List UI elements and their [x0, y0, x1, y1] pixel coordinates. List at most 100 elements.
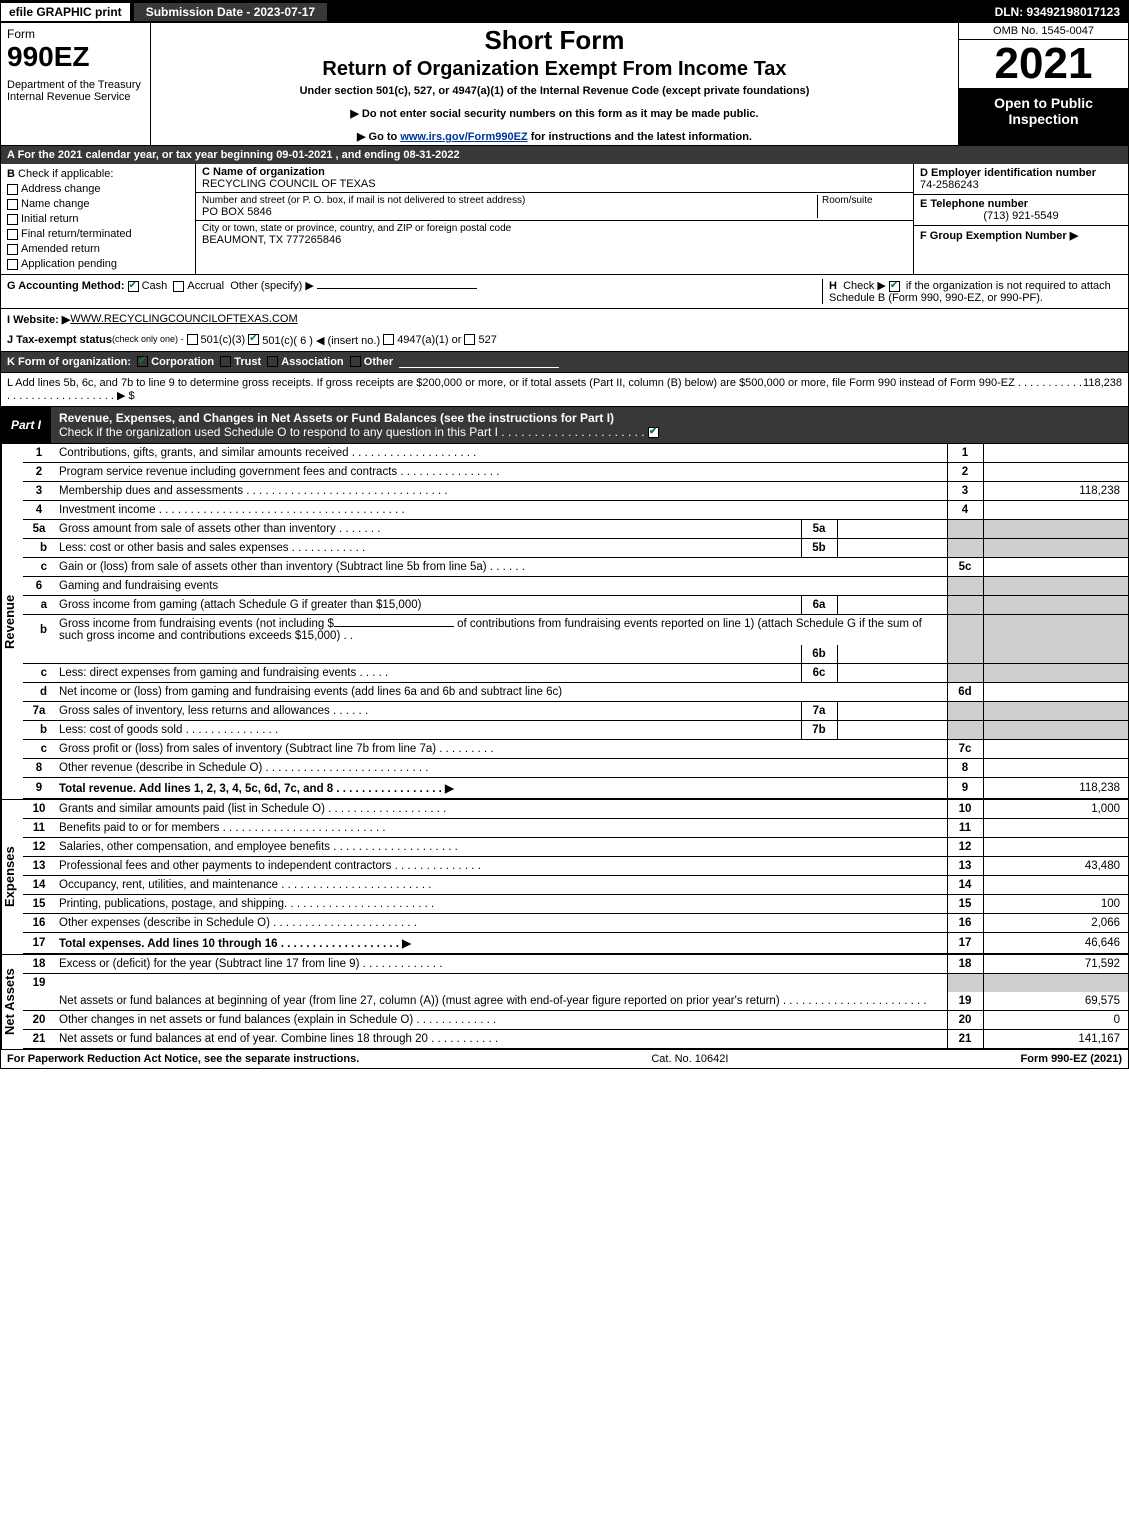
checkbox-icon[interactable] — [7, 259, 18, 270]
line-8: 8Other revenue (describe in Schedule O) … — [23, 759, 1128, 778]
l-amount: 118,238 — [1083, 377, 1122, 402]
checkbox-h[interactable] — [889, 281, 900, 292]
sections-d-e-f: D Employer identification number 74-2586… — [913, 164, 1128, 274]
checkbox-501c[interactable] — [248, 334, 259, 345]
checkbox-trust[interactable] — [220, 356, 231, 367]
line-7c: cGross profit or (loss) from sales of in… — [23, 740, 1128, 759]
warn2-pre: ▶ Go to — [357, 131, 400, 143]
checkbox-assoc[interactable] — [267, 356, 278, 367]
checkbox-icon[interactable] — [7, 184, 18, 195]
line-6d: dNet income or (loss) from gaming and fu… — [23, 683, 1128, 702]
line-6a: aGross income from gaming (attach Schedu… — [23, 596, 1128, 615]
line-18: 18Excess or (deficit) for the year (Subt… — [23, 955, 1128, 974]
checkbox-schedule-o[interactable] — [648, 427, 659, 438]
title-return: Return of Organization Exempt From Incom… — [159, 58, 950, 81]
checkbox-4947[interactable] — [383, 334, 394, 345]
part1-label: Part I — [1, 414, 51, 436]
j-note: (check only one) - — [112, 334, 184, 347]
expenses-section: Expenses 10Grants and similar amounts pa… — [1, 799, 1128, 954]
line-13: 13Professional fees and other payments t… — [23, 857, 1128, 876]
line-12: 12Salaries, other compensation, and empl… — [23, 838, 1128, 857]
warn2-post: for instructions and the latest informat… — [528, 131, 752, 143]
j-label: J Tax-exempt status — [7, 334, 112, 347]
opt-address-change: Address change — [7, 183, 189, 195]
side-revenue: Revenue — [1, 444, 23, 799]
checkbox-accrual[interactable] — [173, 281, 184, 292]
c-name-label: C Name of organization — [202, 166, 907, 178]
checkbox-icon[interactable] — [7, 214, 18, 225]
line-9: 9Total revenue. Add lines 1, 2, 3, 4, 5c… — [23, 778, 1128, 799]
tax-year: 2021 — [959, 40, 1128, 89]
line-6b-box: 6b — [23, 645, 1128, 664]
line-5c: cGain or (loss) from sale of assets othe… — [23, 558, 1128, 577]
warn-ssn: ▶ Do not enter social security numbers o… — [159, 107, 950, 120]
ein-value: 74-2586243 — [920, 179, 1122, 191]
header-left: Form 990EZ Department of the Treasury In… — [1, 23, 151, 145]
row-k: K Form of organization: Corporation Trus… — [1, 352, 1128, 373]
header-row: Form 990EZ Department of the Treasury In… — [1, 23, 1128, 146]
checkbox-527[interactable] — [464, 334, 475, 345]
ein-label: D Employer identification number — [920, 167, 1122, 179]
section-b: B Check if applicable: Address change Na… — [1, 164, 196, 274]
i-label: I Website: ▶ — [7, 313, 70, 326]
line-11: 11Benefits paid to or for members . . . … — [23, 819, 1128, 838]
room-label: Room/suite — [822, 195, 907, 206]
street-value: PO BOX 5846 — [202, 206, 817, 218]
grp-label: F Group Exemption Number ▶ — [920, 229, 1122, 242]
section-g: G Accounting Method: Cash Accrual Other … — [7, 279, 822, 304]
city-block: City or town, state or province, country… — [196, 221, 913, 248]
line-16: 16Other expenses (describe in Schedule O… — [23, 914, 1128, 933]
section-c: C Name of organization RECYCLING COUNCIL… — [196, 164, 913, 274]
line-6b: bGross income from fundraising events (n… — [23, 615, 1128, 646]
title-short-form: Short Form — [159, 25, 950, 56]
line-17: 17Total expenses. Add lines 10 through 1… — [23, 933, 1128, 954]
line-5b: bLess: cost or other basis and sales exp… — [23, 539, 1128, 558]
part1-title: Revenue, Expenses, and Changes in Net As… — [51, 407, 1128, 443]
netassets-table: 18Excess or (deficit) for the year (Subt… — [23, 955, 1128, 1049]
b-label: B — [7, 168, 15, 180]
tel-label: E Telephone number — [920, 198, 1122, 210]
opt-name-change: Name change — [7, 198, 189, 210]
expenses-table: 10Grants and similar amounts paid (list … — [23, 800, 1128, 954]
line-21: 21Net assets or fund balances at end of … — [23, 1030, 1128, 1049]
footer-right: Form 990-EZ (2021) — [1021, 1053, 1123, 1065]
section-a-bar: A For the 2021 calendar year, or tax yea… — [1, 146, 1128, 164]
checkbox-icon[interactable] — [7, 199, 18, 210]
opt-initial-return: Initial return — [7, 213, 189, 225]
line-3: 3Membership dues and assessments . . . .… — [23, 482, 1128, 501]
line-19-a: 19 — [23, 974, 1128, 993]
org-name: RECYCLING COUNCIL OF TEXAS — [202, 178, 907, 190]
checkbox-501c3[interactable] — [187, 334, 198, 345]
checkbox-other-org[interactable] — [350, 356, 361, 367]
line-15: 15Printing, publications, postage, and s… — [23, 895, 1128, 914]
footer-left: For Paperwork Reduction Act Notice, see … — [7, 1053, 359, 1065]
revenue-table: 1Contributions, gifts, grants, and simil… — [23, 444, 1128, 799]
warn-link: ▶ Go to www.irs.gov/Form990EZ for instru… — [159, 130, 950, 143]
line-7b: bLess: cost of goods sold . . . . . . . … — [23, 721, 1128, 740]
checkbox-cash[interactable] — [128, 281, 139, 292]
group-exemption-block: F Group Exemption Number ▶ — [914, 226, 1128, 245]
street-block: Number and street (or P. O. box, if mail… — [196, 193, 913, 221]
k-label: K Form of organization: — [7, 356, 131, 368]
row-l: L Add lines 5b, 6c, and 7b to line 9 to … — [1, 373, 1128, 407]
checkbox-corp[interactable] — [137, 356, 148, 367]
checkbox-icon[interactable] — [7, 244, 18, 255]
opt-amended-return: Amended return — [7, 243, 189, 255]
line-6c: cLess: direct expenses from gaming and f… — [23, 664, 1128, 683]
row-g-h: G Accounting Method: Cash Accrual Other … — [1, 275, 1128, 309]
section-h: H Check ▶ if the organization is not req… — [822, 279, 1122, 304]
omb-number: OMB No. 1545-0047 — [959, 23, 1128, 40]
website-value: WWW.RECYCLINGCOUNCILOFTEXAS.COM — [70, 313, 297, 326]
form-word: Form — [7, 27, 144, 41]
sections-b-through-f: B Check if applicable: Address change Na… — [1, 164, 1128, 275]
checkbox-icon[interactable] — [7, 229, 18, 240]
line-6: 6Gaming and fundraising events — [23, 577, 1128, 596]
city-value: BEAUMONT, TX 777265846 — [202, 234, 907, 246]
page-footer: For Paperwork Reduction Act Notice, see … — [1, 1049, 1128, 1068]
h-label: H — [829, 280, 837, 292]
efile-label: efile GRAPHIC print — [1, 3, 130, 21]
irs-link[interactable]: www.irs.gov/Form990EZ — [400, 131, 527, 143]
dln-label: DLN: 93492198017123 — [987, 3, 1128, 21]
row-j: J Tax-exempt status (check only one) - 5… — [1, 330, 1128, 352]
subtitle: Under section 501(c), 527, or 4947(a)(1)… — [159, 85, 950, 97]
